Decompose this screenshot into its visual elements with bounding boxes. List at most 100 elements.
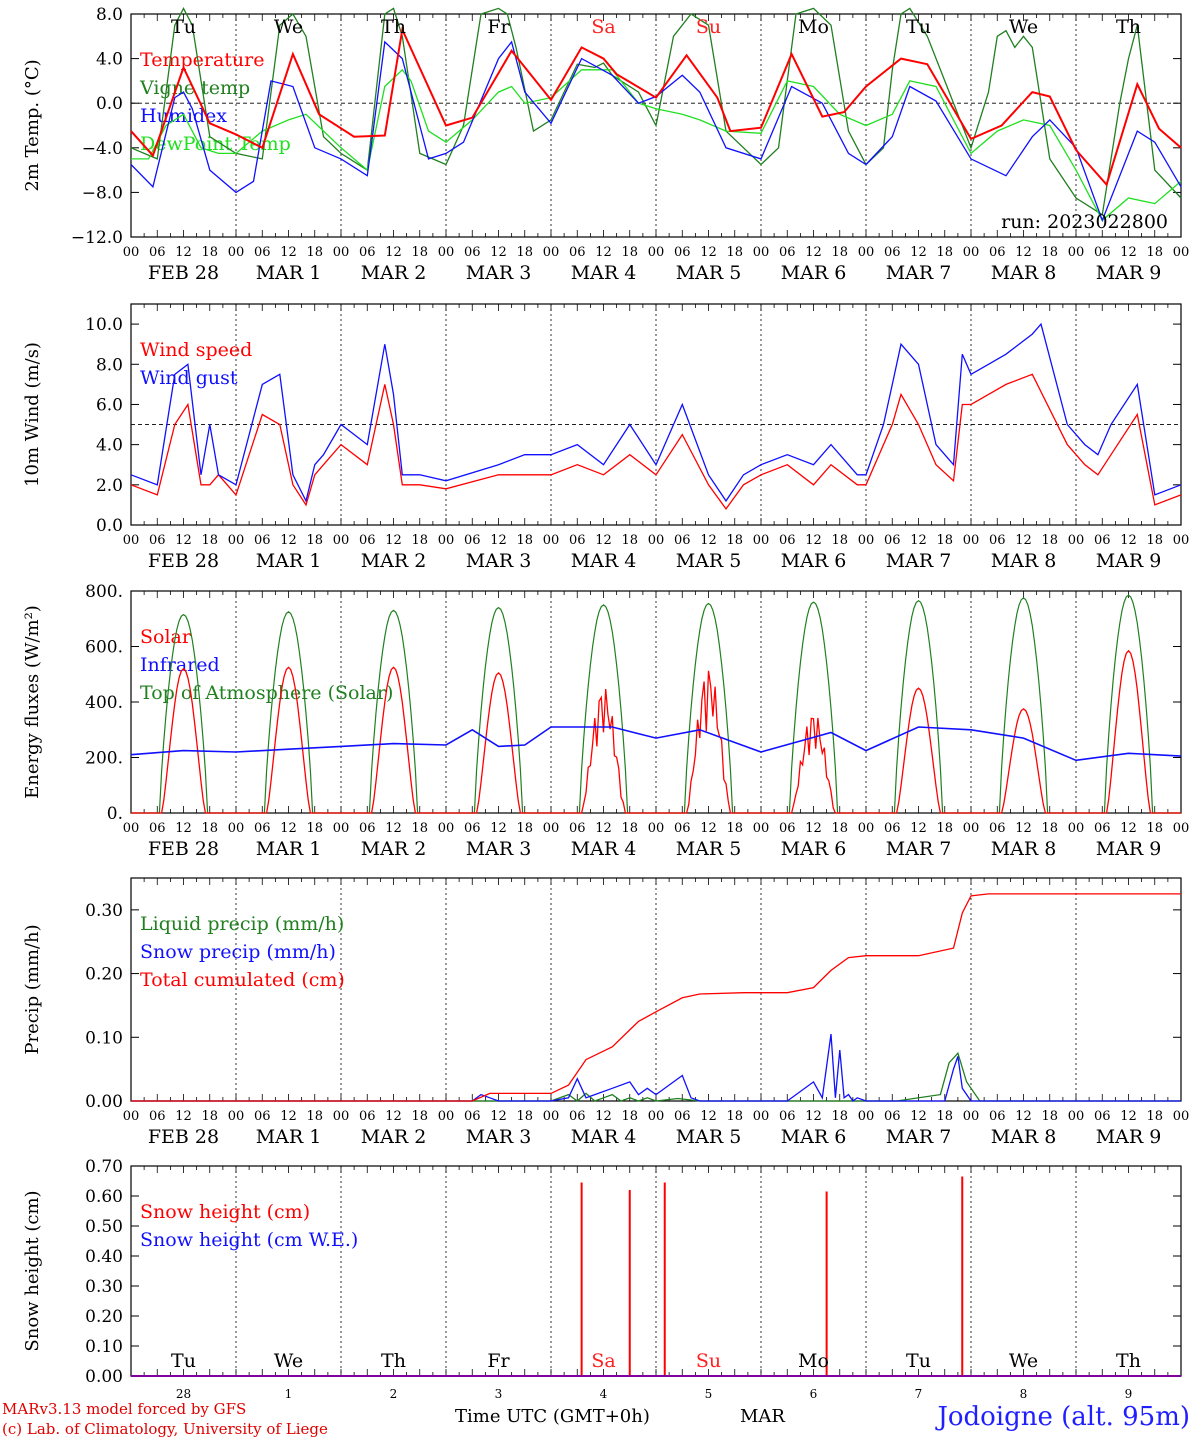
x-hour-label: 12 [700, 245, 717, 260]
x-date-label: MAR 1 [256, 838, 322, 860]
legend-entry: Total cumulated (cm) [140, 969, 345, 991]
x-hour-label: 06 [464, 245, 481, 260]
y-tick-label: 8.0 [96, 355, 123, 375]
x-date-label: MAR 1 [256, 550, 322, 572]
x-date-label: MAR 3 [466, 838, 532, 860]
x-date-label: MAR 1 [256, 1126, 322, 1148]
x-date-label: MAR 3 [466, 550, 532, 572]
panel-2: 10.0 8.0 6.0 4.0 2.0 0.0 10m Wind (m/s) 00 06 12 1… [22, 303, 1189, 572]
x-date-label: MAR 8 [991, 550, 1057, 572]
x-hour-label: 12 [1120, 533, 1137, 548]
series-line [130, 373, 1182, 511]
x-hour-label: 06 [989, 821, 1006, 836]
legend-entry: Infrared [140, 654, 220, 676]
legend-entry: Top of Atmosphere (Solar) [140, 682, 393, 704]
weekday-label: We [1009, 16, 1038, 38]
x-hour-label: 18 [831, 1109, 848, 1124]
x-date-label: MAR 2 [361, 838, 427, 860]
weekday-label: Su [696, 16, 721, 38]
x-hour-label: 12 [280, 821, 297, 836]
y-tick-label: 0.40 [85, 1247, 123, 1267]
x-hour-label: 00 [333, 533, 350, 548]
x-date-label: MAR 3 [466, 1126, 532, 1148]
x-hour-label: 06 [359, 821, 376, 836]
x-hour-label: 18 [411, 821, 428, 836]
x-hour-label: 12 [490, 1109, 507, 1124]
run-label: run: 2023022800 [1001, 211, 1168, 233]
x-hour-label: 06 [1094, 821, 1111, 836]
x-hour-label: 18 [201, 821, 218, 836]
x-hour-label: 06 [149, 1109, 166, 1124]
x-hour-label: 00 [1173, 821, 1190, 836]
x-hour-label: 00 [753, 245, 770, 260]
day-number-label: 9 [1125, 1387, 1133, 1401]
weekday-label: Th [381, 1350, 406, 1372]
weekday-label: We [1009, 1350, 1038, 1372]
x-hour-label: 06 [464, 533, 481, 548]
x-hour-label: 12 [385, 821, 402, 836]
y-tick-label: 0.0 [96, 516, 123, 536]
day-number-label: 2 [390, 1387, 398, 1401]
weekday-label: Sa [591, 1350, 615, 1372]
weekday-label: We [274, 1350, 303, 1372]
x-hour-label: 06 [1094, 1109, 1111, 1124]
y-tick-label: 6.0 [96, 395, 123, 415]
x-hour-label: 18 [201, 533, 218, 548]
y-tick-label: 0.20 [85, 965, 123, 985]
series-line [131, 68, 1182, 222]
x-hour-label: 06 [464, 1109, 481, 1124]
x-date-label: MAR 5 [676, 1126, 742, 1148]
panel-1: 8.0 4.0 0.0 −4.0 −8.0 −12.0 2m Temp. (°C) 00 06 1… [22, 5, 1189, 284]
x-date-label: MAR 2 [361, 550, 427, 572]
x-hour-label: 12 [490, 245, 507, 260]
x-date-label: FEB 28 [148, 838, 219, 860]
y-tick-label: 4.0 [96, 436, 123, 456]
x-hour-label: 12 [805, 245, 822, 260]
x-hour-label: 00 [963, 821, 980, 836]
series-line [131, 893, 1181, 1102]
x-hour-label: 18 [1146, 245, 1163, 260]
x-hour-label: 00 [123, 533, 140, 548]
x-hour-label: 12 [1120, 1109, 1137, 1124]
x-date-label: MAR 9 [1096, 838, 1162, 860]
x-date-label: FEB 28 [148, 1126, 219, 1148]
x-date-label: FEB 28 [148, 550, 219, 572]
x-hour-label: 06 [674, 821, 691, 836]
series-line [130, 26, 1182, 187]
legend-entry: Liquid precip (mm/h) [140, 913, 344, 935]
x-hour-label: 18 [1146, 533, 1163, 548]
x-hour-label: 06 [149, 533, 166, 548]
credit-lab: (c) Lab. of Climatology, University of L… [2, 1420, 328, 1438]
x-hour-label: 00 [228, 1109, 245, 1124]
x-hour-label: 00 [438, 245, 455, 260]
y-tick-label: 0.00 [85, 1367, 123, 1387]
day-number-label: 1 [285, 1387, 293, 1401]
month-label: MAR [740, 1406, 785, 1427]
x-hour-label: 00 [1068, 1109, 1085, 1124]
x-hour-label: 12 [1015, 533, 1032, 548]
weekday-label: Tu [906, 16, 931, 38]
legend-entry: Snow height (cm W.E.) [140, 1229, 358, 1251]
x-hour-label: 00 [438, 533, 455, 548]
x-date-label: MAR 6 [781, 838, 847, 860]
x-date-label: MAR 1 [256, 262, 322, 284]
x-hour-label: 00 [438, 821, 455, 836]
y-tick-label: 0.60 [85, 1187, 123, 1207]
x-date-label: MAR 7 [886, 838, 952, 860]
x-hour-label: 12 [910, 533, 927, 548]
legend-entry: DewPoint Temp [140, 133, 291, 155]
y-tick-label: 8.0 [96, 5, 123, 25]
x-hour-label: 00 [123, 245, 140, 260]
x-hour-label: 00 [543, 533, 560, 548]
x-hour-label: 18 [1041, 245, 1058, 260]
x-hour-label: 00 [1173, 1109, 1190, 1124]
x-hour-label: 06 [254, 821, 271, 836]
x-hour-label: 18 [516, 245, 533, 260]
x-hour-label: 06 [779, 1109, 796, 1124]
x-hour-label: 18 [936, 245, 953, 260]
x-hour-label: 06 [674, 533, 691, 548]
x-hour-label: 12 [280, 1109, 297, 1124]
x-hour-label: 00 [1068, 821, 1085, 836]
x-date-label: MAR 6 [781, 1126, 847, 1148]
